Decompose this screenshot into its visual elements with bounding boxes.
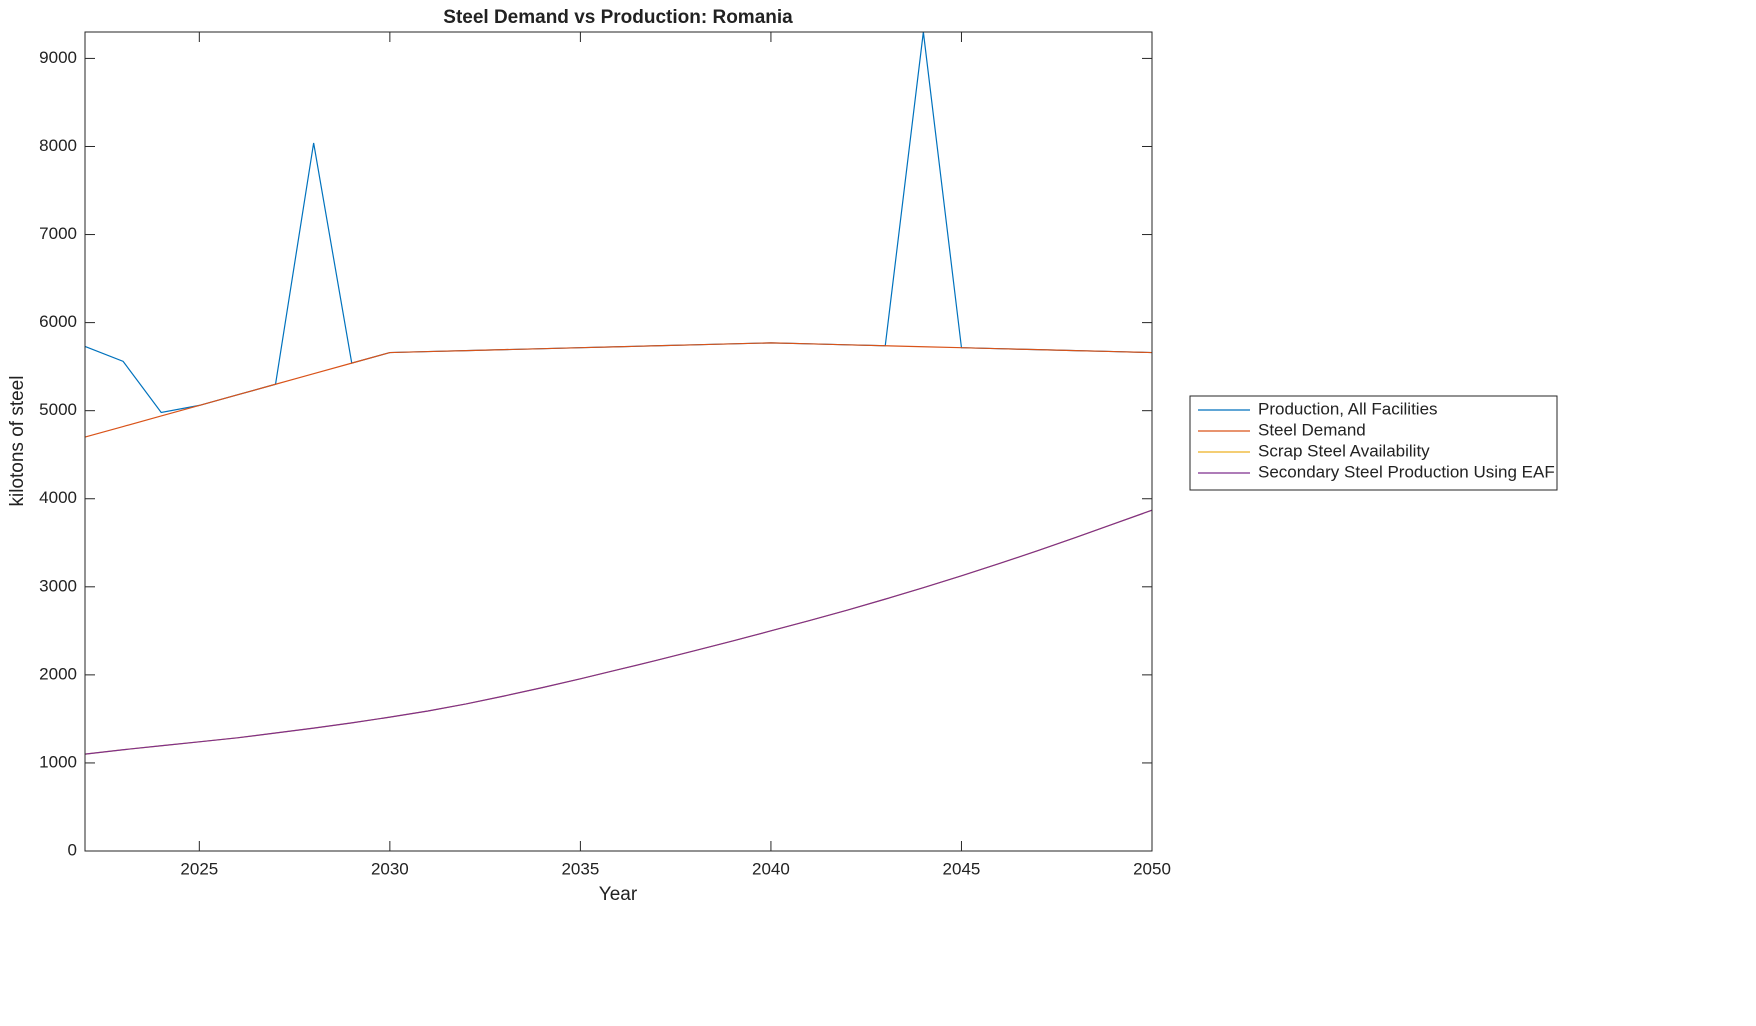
legend-label: Steel Demand (1258, 420, 1366, 439)
y-tick-label: 9000 (39, 48, 77, 67)
y-tick-label: 7000 (39, 224, 77, 243)
x-tick-label: 2050 (1133, 859, 1171, 878)
legend-box (1189, 395, 1558, 491)
y-tick-label: 4000 (39, 488, 77, 507)
y-tick-label: 8000 (39, 136, 77, 155)
y-tick-label: 3000 (39, 576, 77, 595)
x-tick-label: 2035 (561, 859, 599, 878)
y-tick-label: 1000 (39, 752, 77, 771)
axes-box (84, 31, 1153, 852)
y-tick-label: 0 (68, 840, 77, 859)
legend-label: Scrap Steel Availability (1258, 441, 1430, 460)
series-line (84, 509, 1153, 755)
legend-label: Production, All Facilities (1258, 399, 1438, 418)
plot-area (85, 32, 1152, 851)
chart-title: Steel Demand vs Production: Romania (443, 7, 793, 28)
x-axis-label: Year (599, 884, 638, 905)
y-axis-label: kilotons of steel (7, 376, 28, 507)
x-tick-label: 2030 (371, 859, 409, 878)
y-tick-label: 5000 (39, 400, 77, 419)
x-tick-label: 2025 (180, 859, 218, 878)
legend-label: Secondary Steel Production Using EAF (1258, 462, 1555, 481)
x-tick-label: 2040 (752, 859, 790, 878)
y-tick-label: 6000 (39, 312, 77, 331)
y-tick-label: 2000 (39, 664, 77, 683)
x-tick-label: 2045 (943, 859, 981, 878)
series-line (84, 342, 1153, 438)
